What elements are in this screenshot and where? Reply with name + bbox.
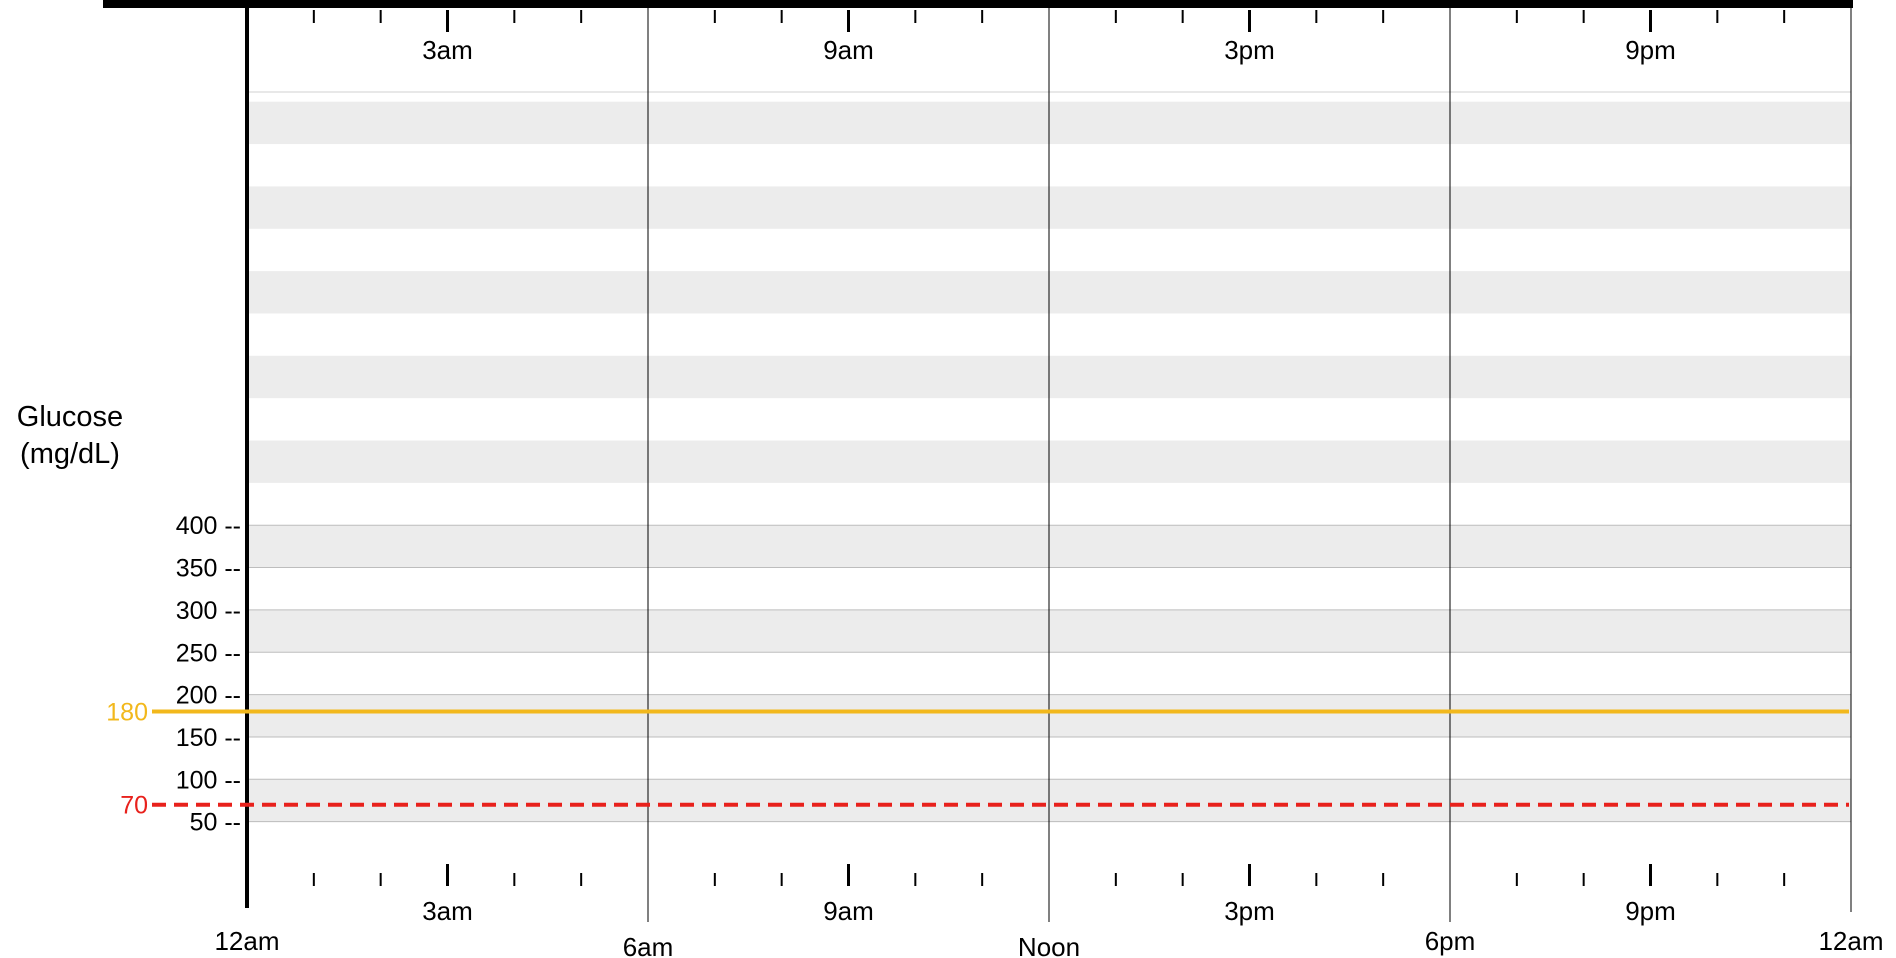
y-tick-label-150: 150 -- [176,724,241,752]
threshold-group [152,709,1849,807]
major-time-label-3: 6pm [1425,926,1476,956]
y-axis-title-line2: (mg/dL) [20,438,120,470]
y-tick-label-300: 300 -- [176,597,241,625]
threshold-label-70: 70 [120,792,148,820]
bottom-time-label-9am: 9am [823,896,874,926]
top-time-label-3am: 3am [422,35,473,65]
bottom-time-label-3pm: 3pm [1224,896,1275,926]
tick-group [312,10,1786,886]
major-time-label-4: 12am [1818,926,1883,956]
y-tick-label-200: 200 -- [176,682,241,710]
bottom-time-label-9pm: 9pm [1625,896,1676,926]
bottom-time-label-3am: 3am [422,896,473,926]
threshold-label-180: 180 [106,699,148,727]
y-axis-title-line1: Glucose [17,401,123,433]
y-tick-label-400: 400 -- [176,512,241,540]
major-time-label-2: Noon [1018,932,1080,958]
grid-group [247,8,1852,922]
label-group: 50 -- 100 -- 150 -- 200 -- 250 -- 300 -- 350 -… [17,35,1884,958]
y-tick-label-100: 100 -- [176,766,241,794]
top-time-label-9pm: 9pm [1625,35,1676,65]
axes-group [103,0,1853,908]
top-time-label-3pm: 3pm [1224,35,1275,65]
y-tick-label-250: 250 -- [176,639,241,667]
top-time-label-9am: 9am [823,35,874,65]
major-time-label-1: 6am [623,932,674,958]
y-tick-label-350: 350 -- [176,555,241,583]
major-time-label-0: 12am [214,926,279,956]
y-tick-label-50: 50 -- [190,809,241,837]
